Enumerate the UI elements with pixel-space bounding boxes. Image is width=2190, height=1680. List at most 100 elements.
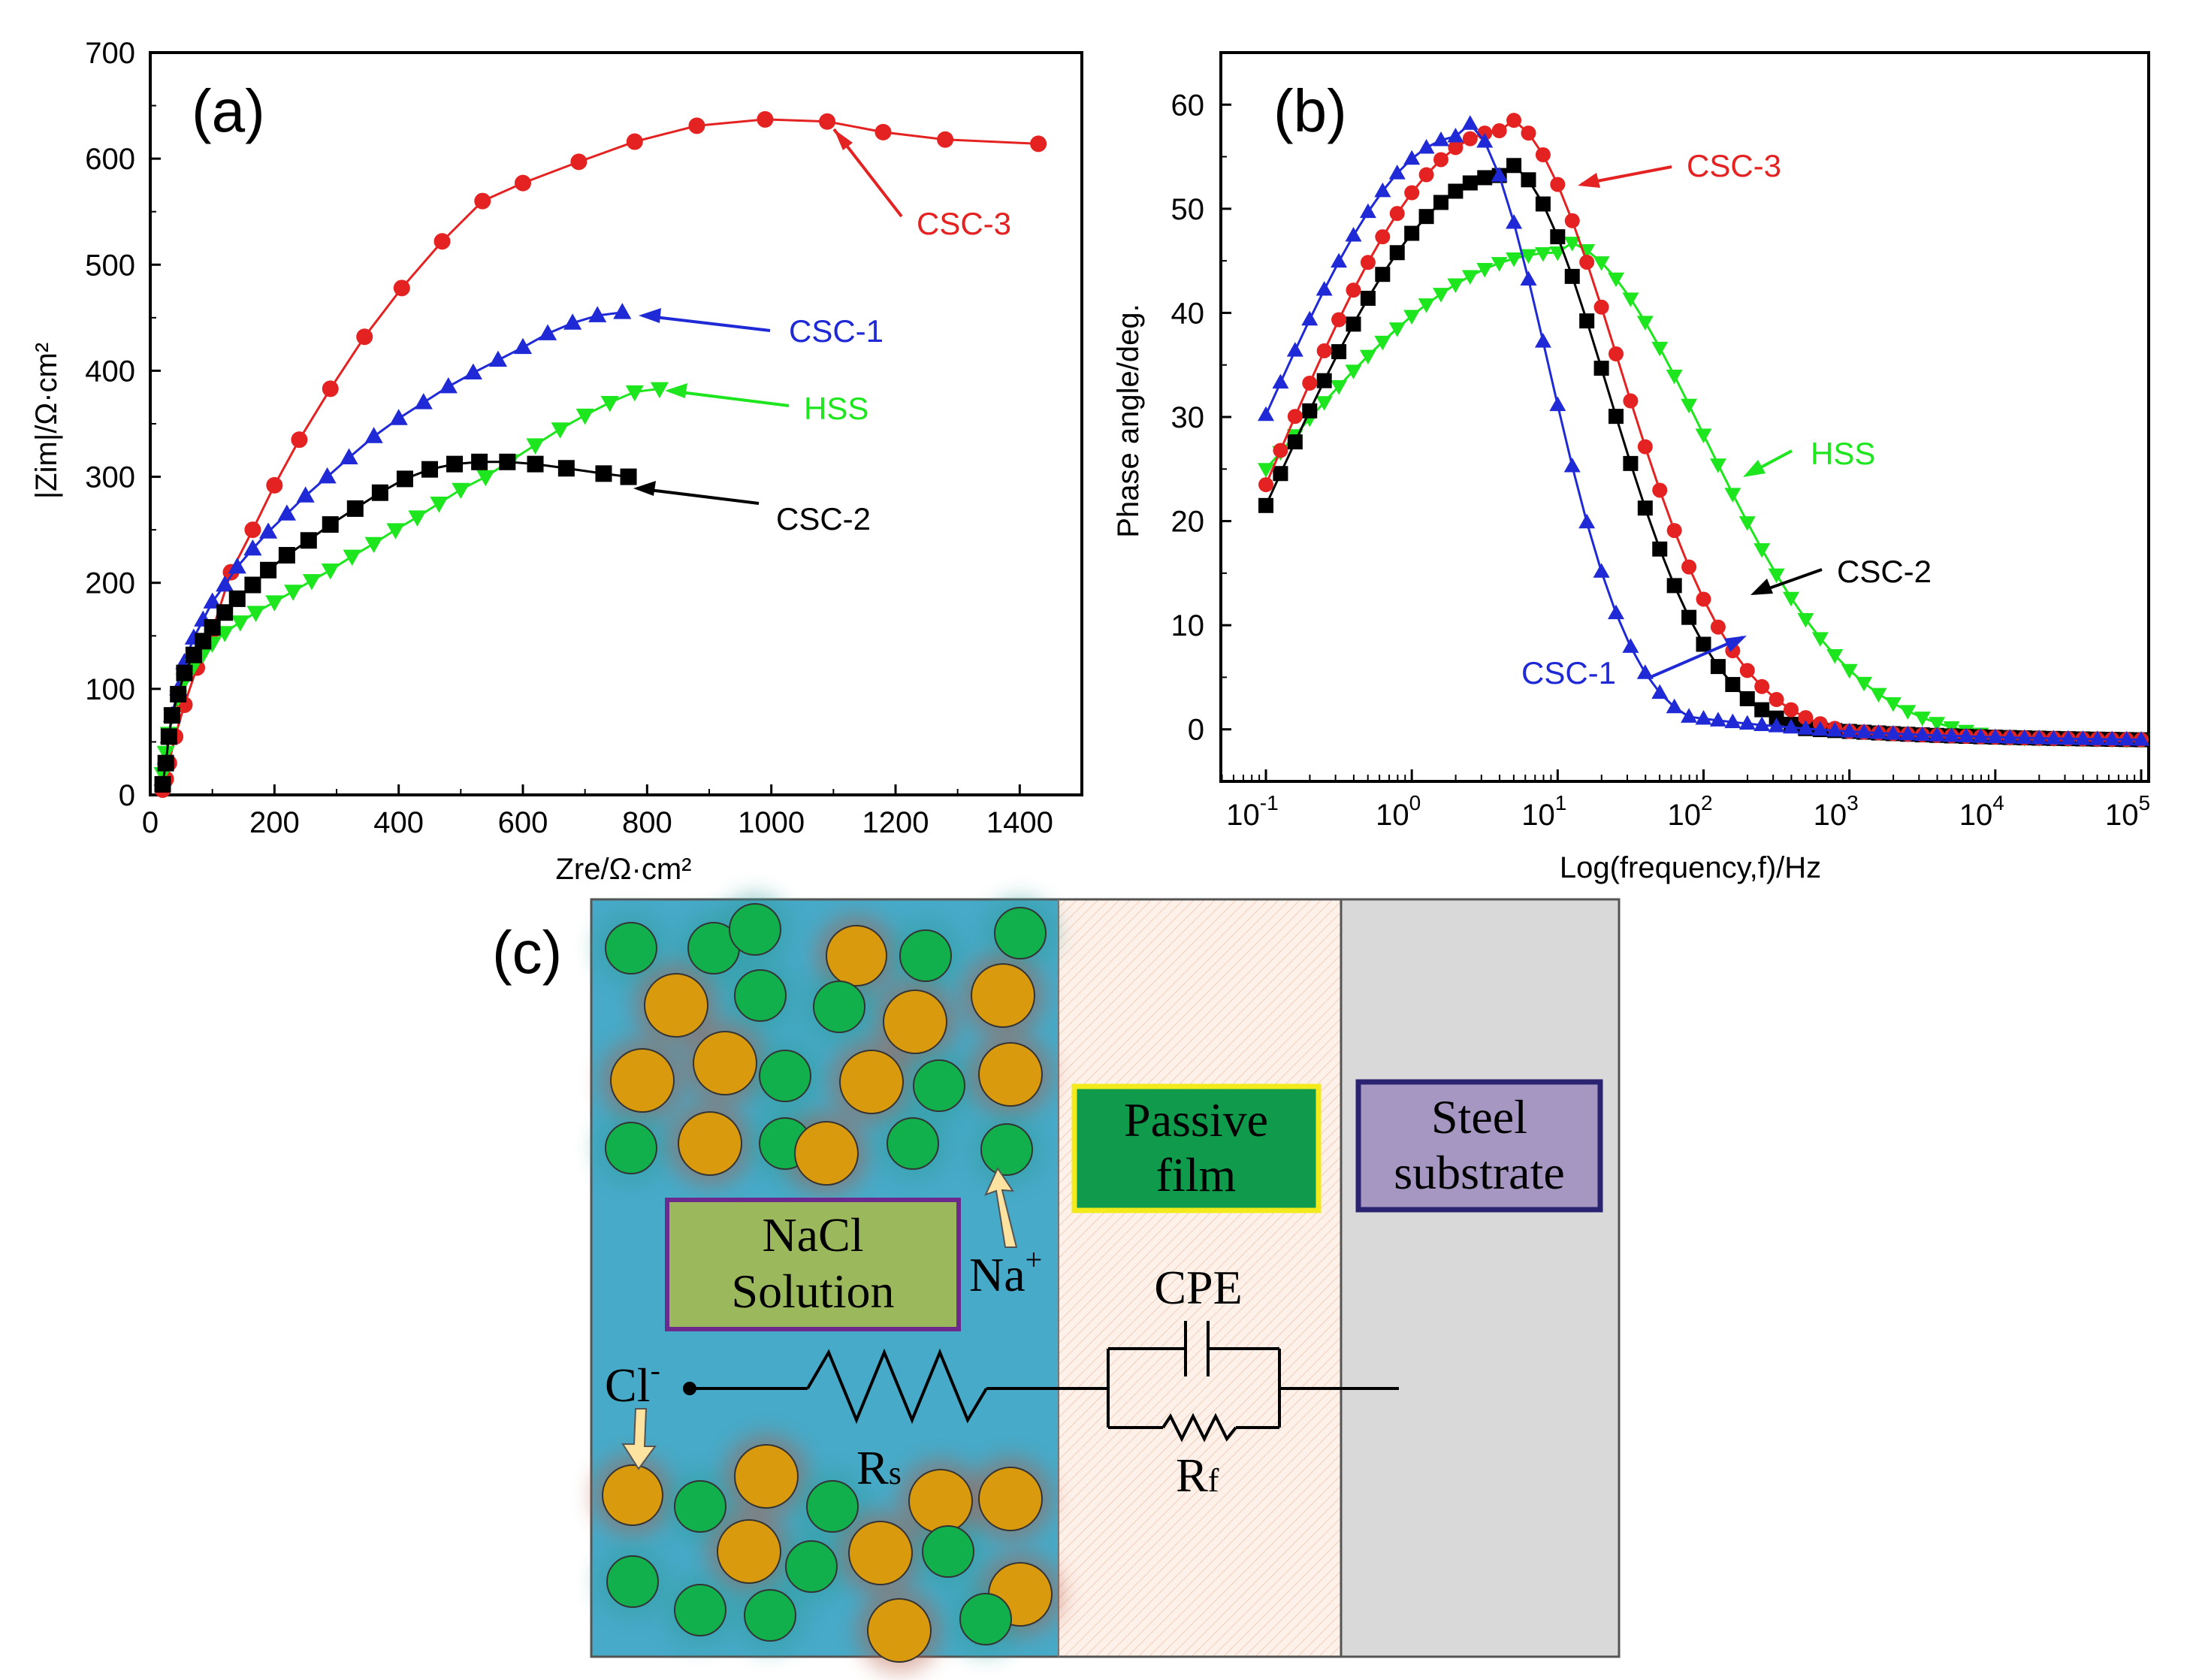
chloride-ion xyxy=(826,925,887,987)
b-point-hss xyxy=(1724,488,1741,503)
b-point-csc-1 xyxy=(2059,730,2077,745)
a-point-csc-2 xyxy=(195,633,212,650)
a-point-hss xyxy=(575,408,594,425)
a-point-csc-2 xyxy=(557,460,575,477)
chloride-ion xyxy=(839,1050,904,1114)
a-point-csc-3 xyxy=(874,123,892,141)
a-point-csc-1 xyxy=(258,522,278,539)
b-point-csc-1 xyxy=(1972,728,1989,743)
a-series-line-csc-1 xyxy=(162,311,623,780)
chloride-ion xyxy=(678,1111,742,1176)
a-point-csc-3 xyxy=(356,328,373,346)
b-point-csc-3 xyxy=(1433,152,1448,168)
a-point-csc-3 xyxy=(1030,135,1047,153)
annotation-csc1-a: CSC-1 xyxy=(639,308,884,349)
rf-label: Rf xyxy=(1176,1449,1219,1502)
b-point-csc-1 xyxy=(1286,342,1303,357)
a-point-csc-3 xyxy=(244,521,261,539)
b-point-csc-3 xyxy=(1579,254,1595,270)
b-ytick-label: 0 xyxy=(1188,714,1204,747)
na-superscript: + xyxy=(1026,1243,1043,1277)
sodium-ion xyxy=(759,1050,811,1102)
b-point-hss xyxy=(1709,458,1726,473)
b-point-hss xyxy=(1388,322,1406,337)
a-point-csc-2 xyxy=(185,646,202,663)
sodium-ion xyxy=(729,903,781,956)
b-point-csc-2 xyxy=(1593,361,1609,376)
a-point-hss xyxy=(430,497,449,513)
b-point-csc-2 xyxy=(1681,609,1697,625)
b-point-csc-3 xyxy=(1287,409,1303,425)
b-point-hss xyxy=(1433,288,1449,303)
b-point-csc-1 xyxy=(1608,604,1624,620)
a-ytick-label: 300 xyxy=(85,461,135,494)
a-point-csc-3 xyxy=(937,131,954,148)
b-point-csc-2 xyxy=(1725,677,1741,693)
a-point-csc-1 xyxy=(588,306,607,322)
b-point-csc-2 xyxy=(1258,497,1273,513)
a-point-csc-3 xyxy=(626,133,643,150)
panel-b-xlabel: Log(frequency,f)/Hz xyxy=(1560,851,1821,884)
b-point-csc-1 xyxy=(1856,724,1873,739)
b-point-csc-2 xyxy=(1360,291,1376,307)
b-point-hss xyxy=(1884,696,1902,712)
chloride-ion xyxy=(734,1444,799,1509)
b-point-csc-3 xyxy=(1550,177,1566,192)
a-ytick-label: 100 xyxy=(85,673,135,706)
nacl-label-line1: NaCl xyxy=(762,1208,863,1262)
sodium-ion xyxy=(887,1117,939,1170)
cl-label: Cl- xyxy=(605,1353,660,1412)
passive-film-label-box xyxy=(1071,1083,1322,1213)
panel-c-diagram: (c) NaCl Solution Passive film Steel sub… xyxy=(492,893,1621,1672)
sodium-ion xyxy=(674,1584,726,1636)
b-point-csc-2 xyxy=(1609,409,1624,425)
a-point-hss xyxy=(284,585,303,601)
b-point-csc-1 xyxy=(1768,718,1785,733)
a-xtick-label: 1200 xyxy=(862,806,929,839)
b-point-hss xyxy=(1345,364,1362,379)
b-point-csc-3 xyxy=(1360,255,1376,270)
chloride-ion xyxy=(794,1121,859,1186)
a-point-csc-1 xyxy=(464,363,482,380)
a-point-csc-3 xyxy=(757,110,774,128)
a-point-csc-1 xyxy=(414,393,433,409)
b-point-csc-1 xyxy=(1870,724,1887,739)
a-point-hss xyxy=(246,606,265,622)
a-series-line-csc-2 xyxy=(162,461,629,785)
b-point-csc-1 xyxy=(1491,167,1508,182)
b-point-hss xyxy=(1403,310,1421,325)
b-point-csc-1 xyxy=(1506,214,1523,229)
b-point-csc-2 xyxy=(1637,500,1653,516)
annotation-csc2-a: CSC-2 xyxy=(633,481,871,536)
a-ytick-label: 400 xyxy=(85,355,135,388)
annotation-csc3-b: CSC-3 xyxy=(1578,148,1781,188)
b-point-csc-3 xyxy=(1666,523,1682,539)
b-point-hss xyxy=(1768,568,1785,584)
a-point-csc-3 xyxy=(515,174,531,192)
b-point-hss xyxy=(1491,257,1508,272)
a-point-hss xyxy=(650,382,669,399)
chloride-ion xyxy=(602,1464,663,1526)
b-point-csc-1 xyxy=(1943,727,1960,742)
b-point-csc-1 xyxy=(1403,150,1421,165)
sodium-ion xyxy=(913,1059,965,1112)
b-point-csc-1 xyxy=(1884,724,1902,740)
na-ion-callout: Na+ xyxy=(969,1166,1043,1301)
b-point-csc-1 xyxy=(1316,281,1333,296)
a-point-csc-1 xyxy=(340,448,358,464)
chloride-ion xyxy=(978,1467,1043,1531)
a-point-csc-3 xyxy=(433,233,451,250)
rs-label: Rs xyxy=(856,1441,902,1494)
cl-arrow xyxy=(621,1408,657,1470)
b-point-csc-2 xyxy=(1696,636,1711,652)
panel-b-ylabel: Phase angle/deg. xyxy=(1112,304,1145,537)
sodium-ion xyxy=(994,907,1047,959)
b-point-csc-1 xyxy=(1914,726,1931,742)
resistor-rf xyxy=(1161,1413,1237,1443)
a-point-csc-2 xyxy=(278,547,295,564)
a-ytick-label: 500 xyxy=(85,249,135,282)
panel-a-series xyxy=(153,110,1047,798)
b-point-csc-1 xyxy=(1301,310,1319,326)
b-point-csc-2 xyxy=(1331,344,1347,360)
b-point-csc-1 xyxy=(1724,713,1741,729)
